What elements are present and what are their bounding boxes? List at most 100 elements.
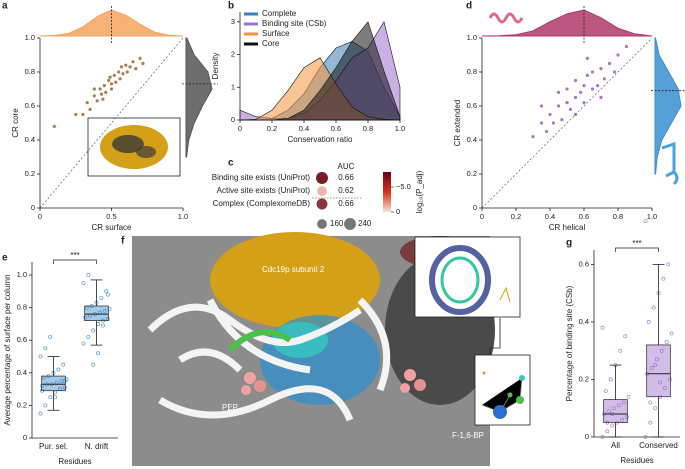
- top-density: [481, 9, 653, 37]
- significance-bracket: [53, 259, 97, 264]
- point: [112, 73, 116, 77]
- y-tick-label: 0.8: [25, 67, 35, 76]
- point: [125, 70, 129, 74]
- panel-letter: e: [2, 253, 8, 264]
- y-tick-label: 0: [585, 432, 589, 441]
- point: [128, 65, 132, 69]
- point: [86, 335, 91, 339]
- y-tick-label: 2: [231, 50, 235, 59]
- point: [124, 63, 128, 67]
- point: [616, 53, 620, 57]
- x-axis-label: CR surface: [91, 223, 132, 232]
- point: [560, 118, 564, 122]
- auc-dot: [317, 186, 327, 196]
- point: [669, 331, 674, 336]
- y-tick-label: 0.6: [467, 101, 477, 110]
- point: [99, 92, 104, 96]
- point: [114, 80, 118, 84]
- x-tick-label: 0: [480, 212, 484, 221]
- structure-label: F-1,6-BP: [452, 431, 484, 440]
- point: [52, 124, 56, 128]
- point: [92, 87, 96, 91]
- y-tick-label: 1.0: [17, 270, 27, 279]
- point: [658, 380, 663, 385]
- x-tick-label: 0.6: [579, 212, 589, 221]
- point: [573, 95, 578, 100]
- point: [565, 101, 569, 105]
- size-legend-dot: [344, 218, 356, 230]
- y-axis-label: CR extended: [453, 100, 462, 147]
- y-tick-label: 0.4: [579, 317, 589, 326]
- point: [585, 56, 590, 61]
- point: [659, 348, 664, 353]
- box: [646, 344, 671, 398]
- point: [607, 409, 611, 414]
- point: [53, 395, 58, 400]
- point: [599, 95, 603, 100]
- point: [650, 366, 654, 370]
- point: [565, 87, 569, 91]
- panel-letter: g: [566, 238, 572, 249]
- point: [653, 363, 658, 367]
- point: [568, 107, 573, 111]
- point: [590, 87, 595, 91]
- point: [573, 78, 578, 83]
- point: [118, 77, 122, 81]
- colorbar-label: log₁₀(P_adj): [415, 170, 424, 213]
- point: [623, 334, 628, 339]
- point: [653, 406, 658, 411]
- point: [95, 99, 99, 103]
- x-axis-label: Residues: [620, 456, 653, 465]
- point: [620, 417, 624, 422]
- y-tick-label: 1.0: [25, 33, 35, 42]
- point: [648, 400, 653, 405]
- point: [579, 90, 583, 94]
- point: [88, 107, 92, 111]
- structure-label: PEP: [222, 403, 238, 412]
- point: [141, 61, 145, 66]
- y-tick-label: 0.4: [25, 135, 35, 144]
- point: [602, 77, 607, 81]
- y-tick-label: 0: [473, 203, 477, 212]
- box: [41, 375, 66, 392]
- x-tick-label: 0.5: [106, 212, 116, 221]
- column-header: AUC: [338, 162, 355, 171]
- point: [91, 328, 96, 333]
- x-tick-label: Conserved: [639, 441, 678, 450]
- point: [648, 420, 653, 425]
- x-tick-label: 0: [238, 124, 242, 133]
- point: [624, 44, 629, 49]
- point: [102, 308, 107, 313]
- point: [81, 112, 85, 117]
- point: [105, 292, 110, 297]
- y-tick-label: 0.2: [467, 169, 477, 178]
- point: [661, 276, 666, 281]
- x-tick-label: N. drift: [85, 442, 109, 451]
- point: [663, 386, 667, 390]
- y-tick-label: 0.8: [467, 67, 477, 76]
- y-tick-label: 0.6: [17, 335, 27, 344]
- point: [551, 121, 556, 125]
- point: [101, 323, 105, 328]
- point: [605, 429, 610, 434]
- legend-label: Complete: [262, 9, 297, 18]
- point: [109, 87, 114, 91]
- box: [84, 305, 109, 322]
- structure-label: Cdc19p subunit 2: [262, 265, 325, 274]
- point: [104, 90, 108, 94]
- point: [600, 325, 605, 330]
- point: [611, 406, 616, 411]
- point: [38, 411, 43, 416]
- point: [121, 72, 125, 76]
- point: [539, 104, 544, 108]
- point: [98, 87, 102, 91]
- point: [104, 289, 109, 294]
- point: [582, 101, 586, 105]
- point: [81, 341, 86, 346]
- y-tick-label: 0.2: [17, 400, 27, 409]
- right-density: [185, 37, 213, 158]
- auc-label: 0.66: [338, 199, 354, 208]
- x-tick-label: Pur. sel.: [39, 442, 68, 451]
- point: [556, 104, 561, 108]
